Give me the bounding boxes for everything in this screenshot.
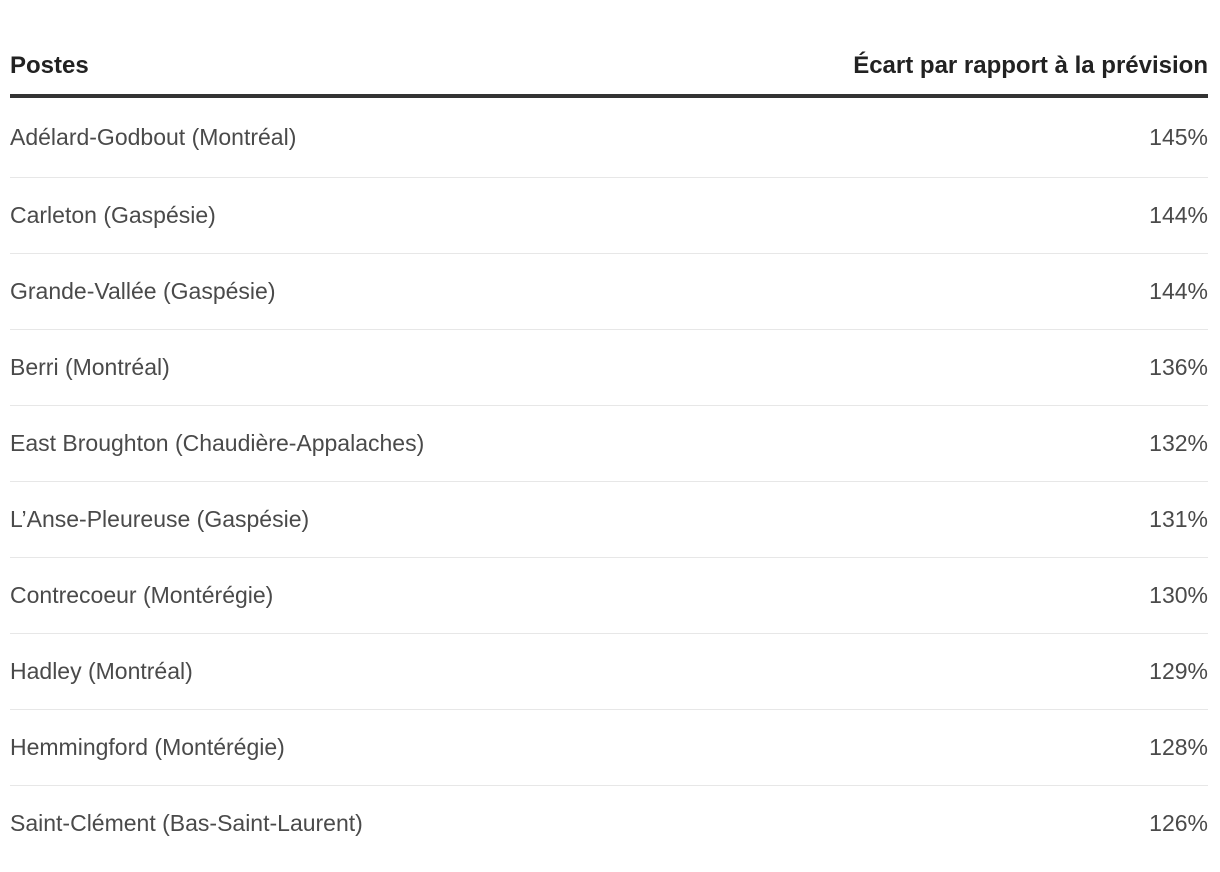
- table-row: Grande-Vallée (Gaspésie) 144%: [10, 254, 1208, 330]
- table-header: Postes Écart par rapport à la prévision: [10, 52, 1208, 98]
- table-row: Adélard-Godbout (Montréal) 145%: [10, 98, 1208, 178]
- station-name: Hemmingford (Montérégie): [10, 733, 285, 760]
- deviation-value: 136%: [1149, 353, 1208, 380]
- deviation-value: 130%: [1149, 581, 1208, 608]
- station-name: Grande-Vallée (Gaspésie): [10, 277, 276, 304]
- deviation-value: 144%: [1149, 277, 1208, 304]
- table-row: Berri (Montréal) 136%: [10, 330, 1208, 406]
- station-name: Carleton (Gaspésie): [10, 201, 216, 228]
- deviation-value: 145%: [1149, 123, 1208, 150]
- table-body: Adélard-Godbout (Montréal) 145% Carleton…: [10, 98, 1208, 862]
- column-header-ecart: Écart par rapport à la prévision: [853, 52, 1208, 79]
- station-name: Adélard-Godbout (Montréal): [10, 123, 297, 150]
- table-row: Carleton (Gaspésie) 144%: [10, 178, 1208, 254]
- deviation-value: 132%: [1149, 429, 1208, 456]
- deviation-value: 144%: [1149, 201, 1208, 228]
- deviation-value: 128%: [1149, 733, 1208, 760]
- table-row: Saint-Clément (Bas-Saint-Laurent) 126%: [10, 786, 1208, 862]
- deviation-value: 131%: [1149, 505, 1208, 532]
- station-name: Hadley (Montréal): [10, 657, 193, 684]
- table-row: L’Anse-Pleureuse (Gaspésie) 131%: [10, 482, 1208, 558]
- table-row: East Broughton (Chaudière-Appalaches) 13…: [10, 406, 1208, 482]
- station-name: Saint-Clément (Bas-Saint-Laurent): [10, 810, 363, 837]
- table-row: Hemmingford (Montérégie) 128%: [10, 710, 1208, 786]
- station-name: Contrecoeur (Montérégie): [10, 581, 274, 608]
- station-name: Berri (Montréal): [10, 353, 170, 380]
- deviation-value: 129%: [1149, 657, 1208, 684]
- station-name: East Broughton (Chaudière-Appalaches): [10, 429, 425, 456]
- table-row: Hadley (Montréal) 129%: [10, 634, 1208, 710]
- deviation-value: 126%: [1149, 810, 1208, 837]
- station-name: L’Anse-Pleureuse (Gaspésie): [10, 505, 310, 532]
- table-row: Contrecoeur (Montérégie) 130%: [10, 558, 1208, 634]
- column-header-postes: Postes: [10, 52, 89, 79]
